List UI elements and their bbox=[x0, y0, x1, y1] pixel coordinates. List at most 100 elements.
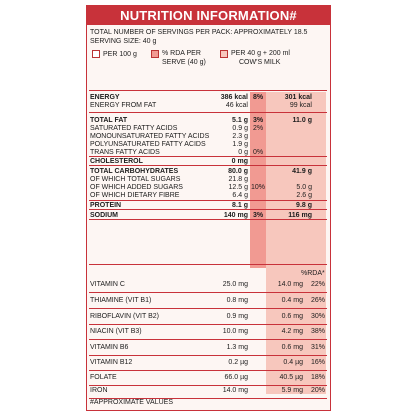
vitamin-rda-header: %RDA* bbox=[301, 270, 325, 277]
row-rda: 3% bbox=[252, 117, 264, 124]
row-per100: 0.9 g bbox=[232, 125, 248, 132]
legend-rda-line2: SERVE (40 g) bbox=[162, 59, 206, 66]
vitamin-rda: 26% bbox=[310, 297, 325, 304]
row-rda: 2% bbox=[252, 125, 264, 132]
rda-swatch bbox=[151, 50, 159, 58]
row-label: OF WHICH DIETARY FIBRE bbox=[90, 192, 180, 199]
row-label: TRANS FATTY ACIDS bbox=[90, 149, 160, 156]
row-milk: 2.6 g bbox=[296, 192, 312, 199]
legend-milk-line1: PER 40 g + 200 ml bbox=[231, 50, 290, 57]
row-milk: 5.0 g bbox=[296, 184, 312, 191]
vitamin-rda: 30% bbox=[310, 313, 325, 320]
vitamin-label: IRON bbox=[90, 387, 108, 394]
footnote: #APPROXIMATE VALUES bbox=[90, 399, 173, 406]
vitamin-rda: 31% bbox=[310, 344, 325, 351]
vitamin-row-divider bbox=[89, 308, 327, 309]
row-label: OF WHICH TOTAL SUGARS bbox=[90, 176, 181, 183]
panel-title: NUTRITION INFORMATION# bbox=[87, 6, 330, 25]
per100-swatch bbox=[92, 50, 100, 58]
row-rda: 3% bbox=[252, 212, 264, 219]
vitamin-row-divider bbox=[89, 370, 327, 371]
vitamin-per100: 10.0 mg bbox=[222, 328, 248, 335]
vitamin-row-divider bbox=[89, 292, 327, 293]
vitamin-row-divider bbox=[89, 398, 327, 399]
vitamin-rda: 20% bbox=[310, 387, 325, 394]
row-rda: 10% bbox=[250, 184, 265, 191]
legend-per100: PER 100 g bbox=[103, 51, 137, 58]
row-label: MONOUNSATURATED FATTY ACIDS bbox=[90, 133, 210, 140]
vitamin-label: VITAMIN B12 bbox=[90, 359, 133, 366]
vitamin-per100: 14.0 mg bbox=[222, 387, 248, 394]
vitamin-per100: 1.3 mg bbox=[226, 344, 248, 351]
row-per100: 140 mg bbox=[223, 212, 248, 219]
row-rda: 8% bbox=[252, 94, 264, 101]
row-divider bbox=[89, 219, 327, 220]
vitamin-label: NIACIN (VIT B3) bbox=[90, 328, 142, 335]
vitamin-milk: 5.9 mg bbox=[281, 387, 303, 394]
row-per100: 2.3 g bbox=[232, 133, 248, 140]
row-divider bbox=[89, 156, 327, 157]
row-label: POLYUNSATURATED FATTY ACIDS bbox=[90, 141, 206, 148]
row-label: ENERGY FROM FAT bbox=[90, 102, 157, 109]
vitamin-row-divider bbox=[89, 355, 327, 356]
row-label: TOTAL FAT bbox=[90, 117, 128, 124]
row-divider bbox=[89, 165, 327, 166]
vitamin-per100: 0.8 mg bbox=[226, 297, 248, 304]
vitamin-label: THIAMINE (VIT B1) bbox=[90, 297, 152, 304]
serving-size-text: SERVING SIZE: 40 g bbox=[90, 38, 157, 45]
vitamin-top-divider bbox=[89, 264, 327, 265]
vitamin-label: VITAMIN C bbox=[90, 281, 125, 288]
row-per100: 8.1 g bbox=[232, 202, 248, 209]
legend-rda-line1: % RDA PER bbox=[162, 50, 201, 57]
vitamin-rda: 38% bbox=[310, 328, 325, 335]
row-label: PROTEIN bbox=[90, 202, 122, 209]
row-milk: 99 kcal bbox=[289, 102, 312, 109]
row-label: OF WHICH ADDED SUGARS bbox=[90, 184, 183, 191]
rda-column-bg bbox=[250, 92, 266, 268]
vitamin-per100: 25.0 mg bbox=[222, 281, 248, 288]
vitamin-rda: 16% bbox=[310, 359, 325, 366]
row-divider bbox=[89, 112, 327, 113]
vitamin-per100: 66.0 µg bbox=[224, 374, 249, 381]
row-per100: 1.9 g bbox=[232, 141, 248, 148]
row-divider bbox=[89, 209, 327, 210]
row-milk: 41.9 g bbox=[292, 168, 312, 175]
row-milk: 9.8 g bbox=[296, 202, 312, 209]
row-per100: 0 g bbox=[238, 149, 248, 156]
vitamin-row-divider bbox=[89, 339, 327, 340]
row-rda: 0% bbox=[252, 149, 264, 156]
row-milk: 116 mg bbox=[288, 212, 312, 219]
row-label: CHOLESTEROL bbox=[90, 158, 143, 165]
vitamin-milk: 0.4 µg bbox=[283, 359, 303, 366]
row-per100: 6.4 g bbox=[232, 192, 248, 199]
vitamin-row-divider bbox=[89, 385, 327, 386]
row-label: ENERGY bbox=[90, 94, 120, 101]
vitamin-milk: 0.6 mg bbox=[281, 313, 303, 320]
row-per100: 5.1 g bbox=[232, 117, 248, 124]
vitamin-milk: 40.5 µg bbox=[279, 374, 304, 381]
milk-vit-column-bg bbox=[266, 268, 326, 394]
vitamin-rda: 22% bbox=[310, 281, 325, 288]
row-per100: 80.0 g bbox=[228, 168, 248, 175]
vitamin-row-divider bbox=[89, 324, 327, 325]
vitamin-milk: 14.0 mg bbox=[277, 281, 303, 288]
servings-text: TOTAL NUMBER OF SERVINGS PER PACK: APPRO… bbox=[90, 29, 308, 36]
vitamin-milk: 0.6 mg bbox=[281, 344, 303, 351]
vitamin-label: FOLATE bbox=[90, 374, 117, 381]
vitamin-rda: 18% bbox=[310, 374, 325, 381]
vitamin-label: VITAMIN B6 bbox=[90, 344, 129, 351]
row-milk: 301 kcal bbox=[284, 94, 312, 101]
row-per100: 0 mg bbox=[231, 158, 248, 165]
vitamin-per100: 0.9 mg bbox=[226, 313, 248, 320]
vitamin-milk: 0.4 mg bbox=[281, 297, 303, 304]
vitamin-per100: 0.2 µg bbox=[228, 359, 248, 366]
legend-milk-line2: COW'S MILK bbox=[239, 59, 281, 66]
row-label: TOTAL CARBOHYDRATES bbox=[90, 168, 179, 175]
row-label: SATURATED FATTY ACIDS bbox=[90, 125, 178, 132]
row-milk: 11.0 g bbox=[292, 117, 312, 124]
row-per100: 12.5 g bbox=[228, 184, 248, 191]
row-per100: 46 kcal bbox=[225, 102, 248, 109]
vitamin-milk: 4.2 mg bbox=[281, 328, 303, 335]
milk-column-bg bbox=[266, 92, 326, 268]
row-per100: 21.8 g bbox=[228, 176, 248, 183]
